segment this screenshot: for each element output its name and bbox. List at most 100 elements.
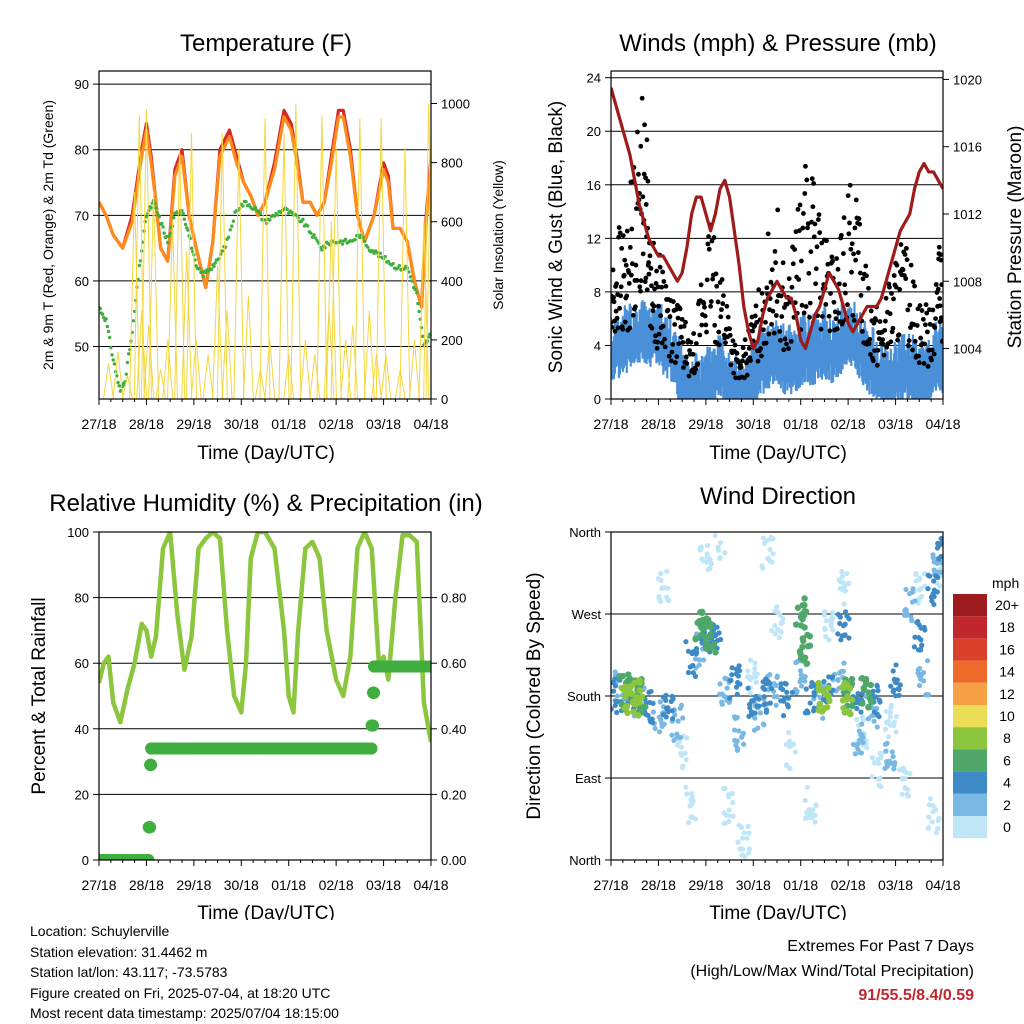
gust-point (818, 326, 824, 332)
gust-point (851, 318, 857, 323)
gust-point (662, 336, 667, 342)
dewpoint-point (226, 235, 231, 240)
gust-point (654, 345, 660, 351)
direction-point (768, 534, 774, 541)
direction-point (926, 814, 932, 820)
insolation-spike (221, 310, 233, 399)
gust-point (657, 264, 663, 270)
y-tick-label: 50 (75, 340, 89, 355)
gust-point (829, 254, 835, 260)
gust-point (704, 277, 710, 283)
direction-point (697, 623, 705, 631)
insolation-spike (299, 339, 311, 399)
dewpoint-point (99, 307, 102, 311)
dewpoint-point (212, 264, 216, 269)
direction-point (721, 693, 727, 699)
dewpoint-point (416, 301, 420, 306)
gust-point (792, 247, 798, 252)
direction-point (628, 690, 636, 698)
direction-point (737, 846, 743, 852)
direction-point (797, 668, 804, 674)
gust-point (814, 244, 820, 250)
direction-point (652, 725, 658, 732)
direction-point (773, 682, 779, 689)
y2-tick-label: 1016 (953, 140, 982, 155)
gust-point (777, 329, 783, 334)
dewpoint-point (181, 212, 185, 216)
gust-point (858, 293, 864, 298)
insolation-spike (216, 133, 228, 399)
dewpoint-point (100, 312, 105, 316)
direction-point (860, 717, 867, 723)
direction-point (629, 699, 637, 707)
direction-point (688, 814, 694, 820)
gust-point (847, 182, 853, 188)
gust-point (912, 283, 917, 289)
direction-point (778, 681, 784, 687)
direction-point (717, 540, 724, 546)
direction-point (746, 701, 753, 708)
gust-point (669, 349, 675, 355)
gust-point (750, 328, 756, 334)
winds-title: Winds (mph) & Pressure (mb) (619, 30, 936, 57)
dewpoint-point (402, 267, 406, 271)
gust-point (853, 257, 858, 263)
colorbar-swatch (953, 793, 987, 816)
gust-point (718, 314, 724, 320)
direction-point (733, 671, 739, 677)
gust-point (803, 304, 809, 309)
direction-point (745, 674, 751, 680)
direction-point (888, 702, 895, 708)
y2-tick-label: 0.40 (441, 722, 466, 737)
gust-point (646, 260, 652, 265)
direction-point (769, 559, 775, 565)
gust-point (640, 251, 646, 257)
gust-point (874, 362, 880, 368)
precip-point (282, 742, 295, 755)
direction-point (698, 547, 704, 553)
colorbar-label: 10 (999, 708, 1015, 724)
direction-point (658, 577, 664, 584)
gust-point (838, 232, 844, 238)
gust-point (638, 288, 643, 294)
direction-point (726, 807, 732, 813)
direction-point (875, 756, 881, 762)
direction-point (734, 745, 741, 751)
gust-point (744, 372, 750, 378)
dewpoint-point (107, 335, 112, 340)
precip-point (154, 742, 167, 755)
direction-point (658, 598, 664, 605)
gust-point (802, 191, 808, 196)
direction-title: Wind Direction (700, 483, 856, 510)
dewpoint-point (417, 309, 421, 314)
x-tick-label: 03/18 (366, 877, 401, 893)
direction-point (780, 616, 786, 622)
direction-point (839, 569, 845, 575)
direction-point (787, 765, 793, 772)
series-line (99, 115, 431, 309)
y-tick-label: 80 (75, 591, 89, 606)
insolation-spike (129, 192, 141, 399)
direction-point (797, 622, 805, 629)
humidity-series (99, 532, 431, 860)
gust-point (723, 340, 728, 346)
direction-point (887, 709, 894, 715)
station-elevation: Station elevation: 31.4462 m (30, 943, 208, 960)
gust-point (881, 352, 887, 358)
direction-point (757, 710, 763, 716)
gust-point (784, 341, 789, 347)
direction-point (768, 685, 775, 692)
direction-point (918, 647, 924, 653)
direction-point (714, 624, 720, 630)
insolation-spike (283, 354, 295, 399)
direction-point (855, 691, 861, 697)
gust-point (924, 310, 930, 316)
gust-point (765, 231, 771, 237)
y-tick-label: 80 (75, 143, 89, 158)
direction-point (825, 684, 832, 692)
direction-point (921, 678, 927, 684)
gust-point (616, 225, 622, 230)
gust-point (679, 316, 685, 322)
gust-point (716, 329, 722, 335)
direction-point (912, 598, 918, 604)
